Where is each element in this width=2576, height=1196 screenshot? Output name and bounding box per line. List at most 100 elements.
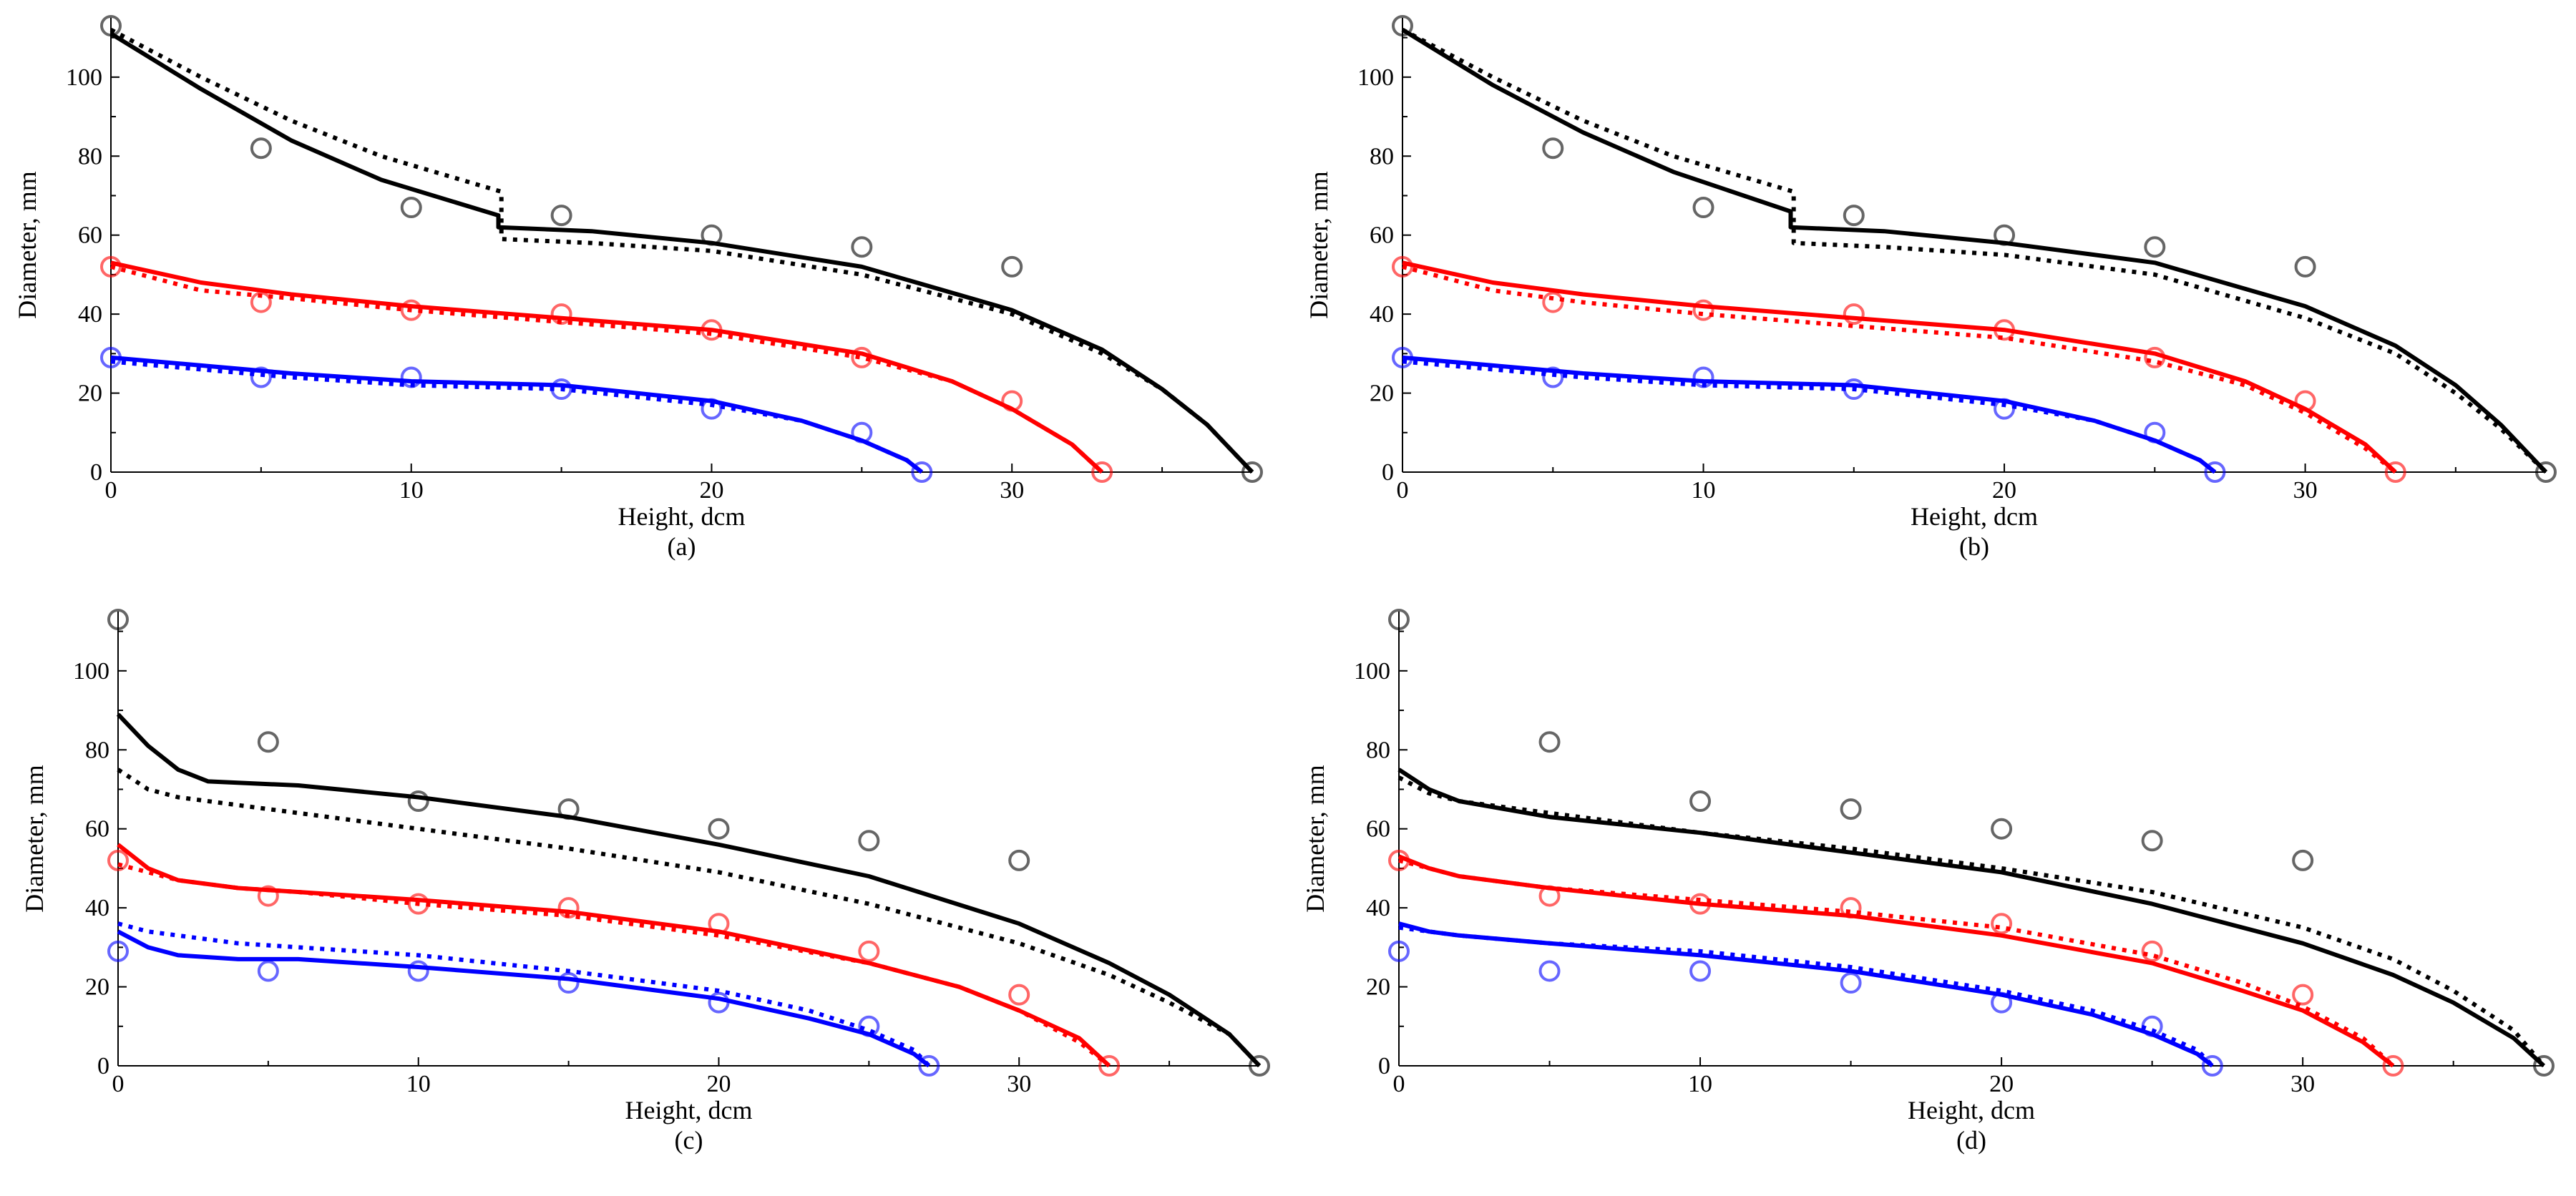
- series-line-medium-solid: [1402, 260, 2397, 474]
- data-point-large: [1538, 731, 1561, 753]
- data-point-small: [1392, 346, 1413, 368]
- y-tick-label: 100: [66, 64, 102, 91]
- series-line-medium-dotted: [1398, 858, 2395, 1067]
- data-point-large: [1689, 790, 1712, 813]
- data-point-medium: [2141, 940, 2163, 962]
- series-line-small-solid: [1398, 921, 2214, 1067]
- x-axis-title: Height, dcm: [618, 502, 746, 531]
- data-point-small: [2201, 1055, 2223, 1077]
- y-tick-label: 20: [1370, 381, 1394, 407]
- x-tick-label: 10: [399, 477, 424, 504]
- series-line-small-solid: [110, 355, 924, 474]
- data-point-small: [2144, 421, 2166, 443]
- data-point-medium: [2292, 984, 2314, 1006]
- data-point-small: [107, 940, 129, 962]
- series-line-small-solid: [1402, 355, 2217, 474]
- x-tick-label: 30: [1007, 1071, 1031, 1097]
- x-tick-label: 0: [112, 1071, 125, 1097]
- data-point-small: [708, 991, 730, 1014]
- x-tick-label: 30: [2290, 1071, 2315, 1097]
- data-point-small: [1994, 398, 2016, 420]
- series-line-medium-dotted: [1402, 264, 2397, 474]
- series-line-small-dotted: [1402, 359, 2217, 474]
- data-point-medium: [1843, 303, 1865, 325]
- data-point-large: [708, 818, 730, 840]
- y-tick-label: 80: [1370, 143, 1394, 170]
- y-tick-label: 0: [97, 1053, 109, 1079]
- y-tick-label: 20: [78, 381, 102, 407]
- y-tick-label: 80: [78, 143, 102, 170]
- data-point-small: [100, 346, 122, 368]
- x-tick-label: 10: [406, 1071, 431, 1097]
- data-point-large: [1692, 197, 1714, 219]
- data-point-medium: [1692, 299, 1714, 321]
- data-point-medium: [557, 897, 580, 919]
- data-point-large: [250, 137, 272, 160]
- data-point-medium: [100, 255, 122, 278]
- x-tick-label: 10: [1688, 1071, 1712, 1097]
- data-point-large: [100, 15, 122, 37]
- data-point-large: [107, 609, 129, 631]
- panel-label: (b): [1959, 532, 1989, 561]
- data-point-medium: [701, 319, 723, 341]
- data-point-large: [858, 830, 880, 852]
- data-point-large: [2294, 255, 2316, 278]
- series-line-small-dotted: [117, 921, 931, 1067]
- y-tick-label: 0: [1378, 1053, 1390, 1079]
- data-point-small: [1388, 940, 1410, 962]
- data-point-large: [2141, 830, 2163, 852]
- data-point-small: [858, 1015, 880, 1037]
- data-point-medium: [257, 885, 279, 907]
- x-axis-title: Height, dcm: [625, 1096, 753, 1124]
- panel-label: (d): [1956, 1126, 1986, 1155]
- x-tick-label: 30: [2293, 477, 2318, 504]
- chart-panel: 0 10 20 30 0 20 40 60 80 100 Height, dcm Diameter, …: [13, 15, 1263, 561]
- data-point-medium: [107, 849, 129, 871]
- data-point-large: [2292, 849, 2314, 871]
- data-point-medium: [851, 346, 873, 368]
- y-tick-label: 0: [90, 459, 102, 486]
- data-point-large: [2533, 1055, 2555, 1077]
- data-point-medium: [1001, 390, 1023, 412]
- y-tick-label: 20: [85, 974, 109, 1001]
- data-point-small: [257, 960, 279, 982]
- data-point-large: [1542, 137, 1564, 160]
- data-point-small: [400, 366, 422, 388]
- data-point-large: [1843, 205, 1865, 227]
- series-line-large-solid: [116, 712, 1262, 1067]
- y-tick-label: 60: [85, 816, 109, 843]
- series-group: [1401, 27, 2548, 474]
- x-tick-label: 20: [1992, 477, 2016, 504]
- y-axis-title: Diameter, mm: [13, 171, 42, 319]
- data-point-medium: [1542, 291, 1564, 313]
- y-tick-label: 40: [85, 895, 109, 921]
- data-point-medium: [1392, 255, 1413, 278]
- data-point-medium: [2382, 1055, 2404, 1077]
- data-point-large: [1001, 255, 1023, 278]
- y-tick-label: 100: [1354, 658, 1390, 685]
- data-point-small: [2141, 1015, 2163, 1037]
- data-point-small: [407, 960, 429, 982]
- data-point-large: [257, 731, 279, 753]
- y-tick-label: 100: [73, 658, 109, 685]
- data-point-medium: [708, 913, 730, 935]
- data-point-medium: [2144, 346, 2166, 368]
- data-point-small: [250, 366, 272, 388]
- data-point-medium: [1840, 897, 1862, 919]
- y-axis-title: Diameter, mm: [1304, 171, 1333, 319]
- series-line-small-solid: [117, 929, 931, 1067]
- y-tick-label: 20: [1366, 974, 1390, 1001]
- data-point-large: [1840, 798, 1862, 820]
- y-axis-title: Diameter, mm: [1301, 765, 1330, 913]
- series-group: [1397, 768, 2546, 1067]
- chart-panel: 0 10 20 30 0 20 40 60 80 100 Height, dcm Diameter, …: [1301, 609, 2555, 1155]
- data-point-large: [1388, 609, 1410, 631]
- data-point-large: [407, 790, 429, 813]
- y-tick-label: 40: [1370, 301, 1394, 328]
- chart-panel: 0 10 20 30 0 20 40 60 80 100 Height, dcm Diameter, …: [20, 609, 1270, 1155]
- y-tick-label: 60: [1370, 222, 1394, 249]
- data-point-large: [1392, 15, 1413, 37]
- series-line-medium-solid: [110, 260, 1104, 474]
- data-point-large: [1249, 1055, 1270, 1077]
- data-point-small: [1843, 378, 1865, 401]
